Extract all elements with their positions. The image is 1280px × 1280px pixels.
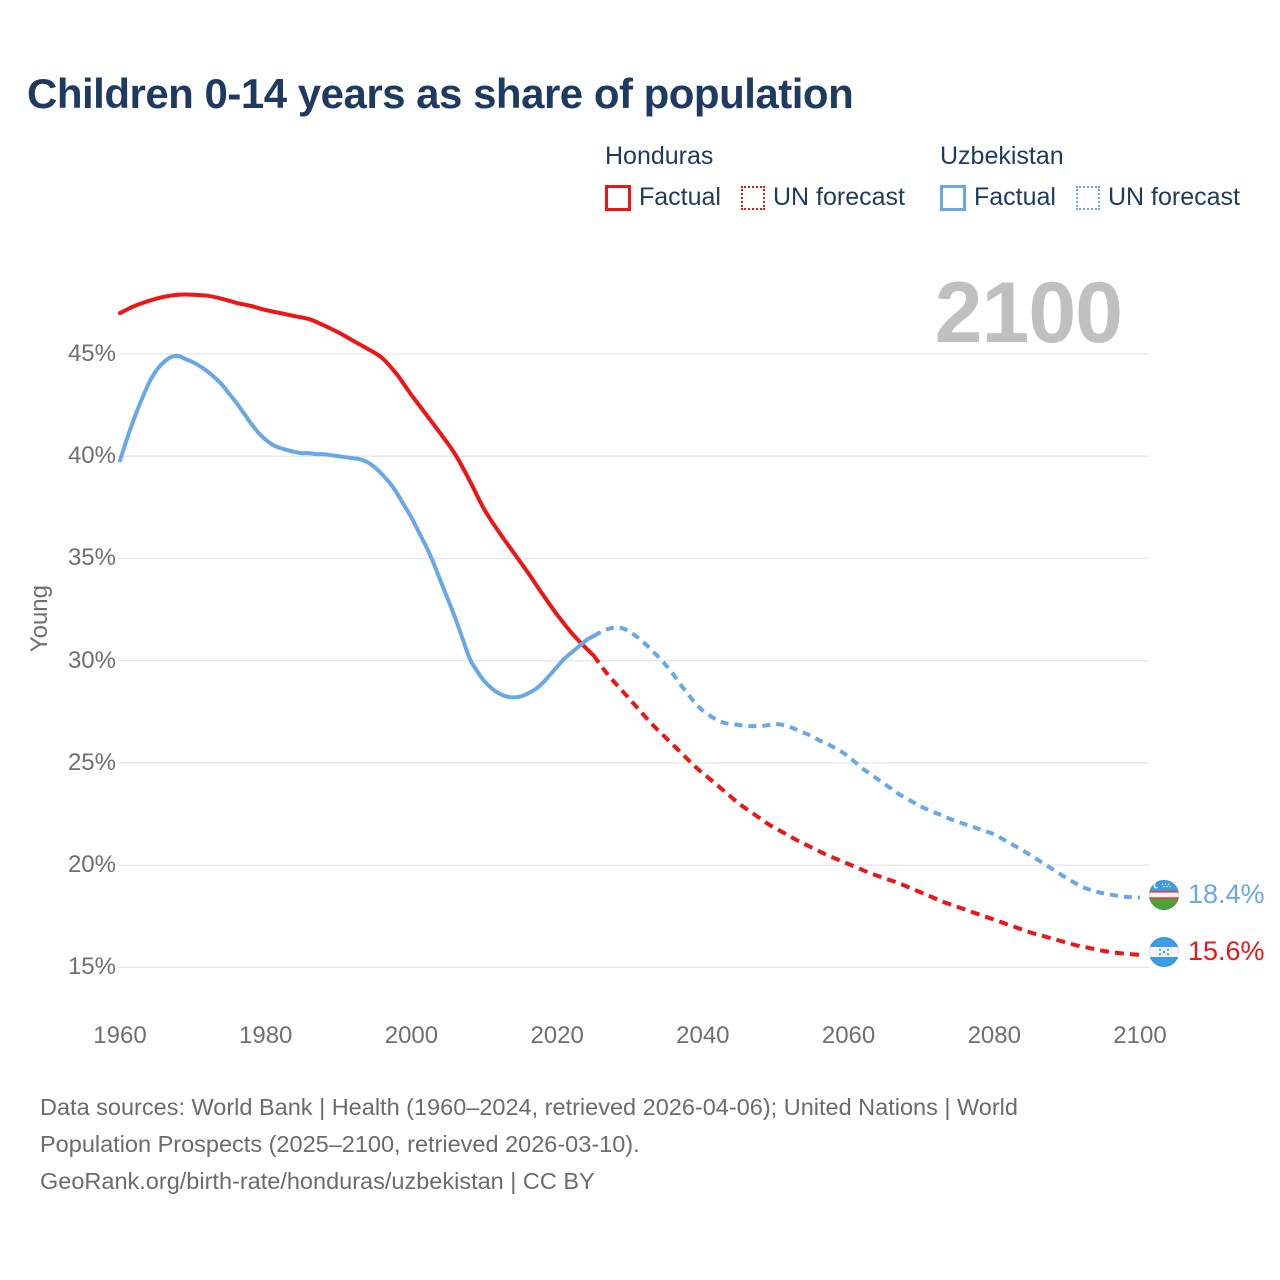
y-axis-title: Young	[26, 585, 53, 653]
uzbekistan-forecast-label: UN forecast	[1107, 183, 1240, 211]
x-tick-label: 2080	[967, 1022, 1021, 1049]
page-title: Children 0-14 years as share of populati…	[27, 70, 854, 117]
series-honduras-factual	[118, 292, 596, 658]
y-tick-label: 40%	[67, 442, 116, 470]
series-uzbekistan-factual	[118, 353, 596, 700]
y-tick-label: 20%	[67, 851, 116, 879]
uzbekistan-flag-icon	[1149, 879, 1179, 910]
honduras-end-value: 15.6%	[1188, 936, 1265, 966]
x-tick-label: 2000	[384, 1022, 439, 1049]
x-tick-label: 1960	[93, 1022, 147, 1049]
forecast-year-watermark: 2100	[934, 265, 1123, 361]
honduras-factual-label: Factual	[639, 183, 721, 211]
legend-country-honduras: Honduras	[605, 142, 714, 170]
y-tick-label: 45%	[67, 340, 116, 367]
legend-group-honduras: Honduras Factual UN forecast	[605, 142, 905, 212]
series-honduras-un-forecast	[591, 654, 1141, 957]
x-tick-label: 2020	[530, 1022, 584, 1049]
honduras-forecast-swatch-icon	[740, 185, 765, 210]
honduras-forecast-label: UN forecast	[772, 183, 905, 211]
honduras-end-label: 15.6%	[1149, 936, 1265, 967]
y-tick-label: 35%	[67, 544, 116, 572]
legend-group-uzbekistan: Uzbekistan Factual UN forecast	[940, 142, 1240, 212]
uzbekistan-end-value: 18.4%	[1188, 879, 1265, 909]
y-tick-label: 25%	[67, 748, 116, 776]
x-tick-label: 2040	[676, 1022, 730, 1049]
uzbekistan-factual-label: Factual	[974, 183, 1056, 211]
x-tick-label: 2100	[1113, 1022, 1167, 1049]
y-tick-label: 15%	[67, 953, 116, 981]
x-tick-label: 1980	[239, 1022, 293, 1049]
footer-attribution: Data sources: World Bank | Health (1960–…	[40, 1089, 1018, 1200]
uzbekistan-factual-swatch-icon	[940, 184, 966, 211]
honduras-flag-icon	[1149, 936, 1179, 967]
series-uzbekistan-un-forecast	[592, 625, 1141, 900]
data-sources-line-2: Population Prospects (2025–2100, retriev…	[40, 1131, 640, 1157]
legend-country-uzbekistan: Uzbekistan	[940, 142, 1064, 170]
x-tick-label: 2060	[821, 1022, 876, 1049]
source-url: GeoRank.org/birth-rate/honduras/uzbekist…	[40, 1168, 595, 1194]
data-sources-line-1: Data sources: World Bank | Health (1960–…	[40, 1094, 1018, 1120]
uzbekistan-end-label: 18.4%	[1149, 879, 1265, 910]
uzbekistan-forecast-swatch-icon	[1075, 185, 1100, 210]
honduras-factual-swatch-icon	[605, 184, 631, 211]
y-tick-label: 30%	[67, 646, 116, 674]
